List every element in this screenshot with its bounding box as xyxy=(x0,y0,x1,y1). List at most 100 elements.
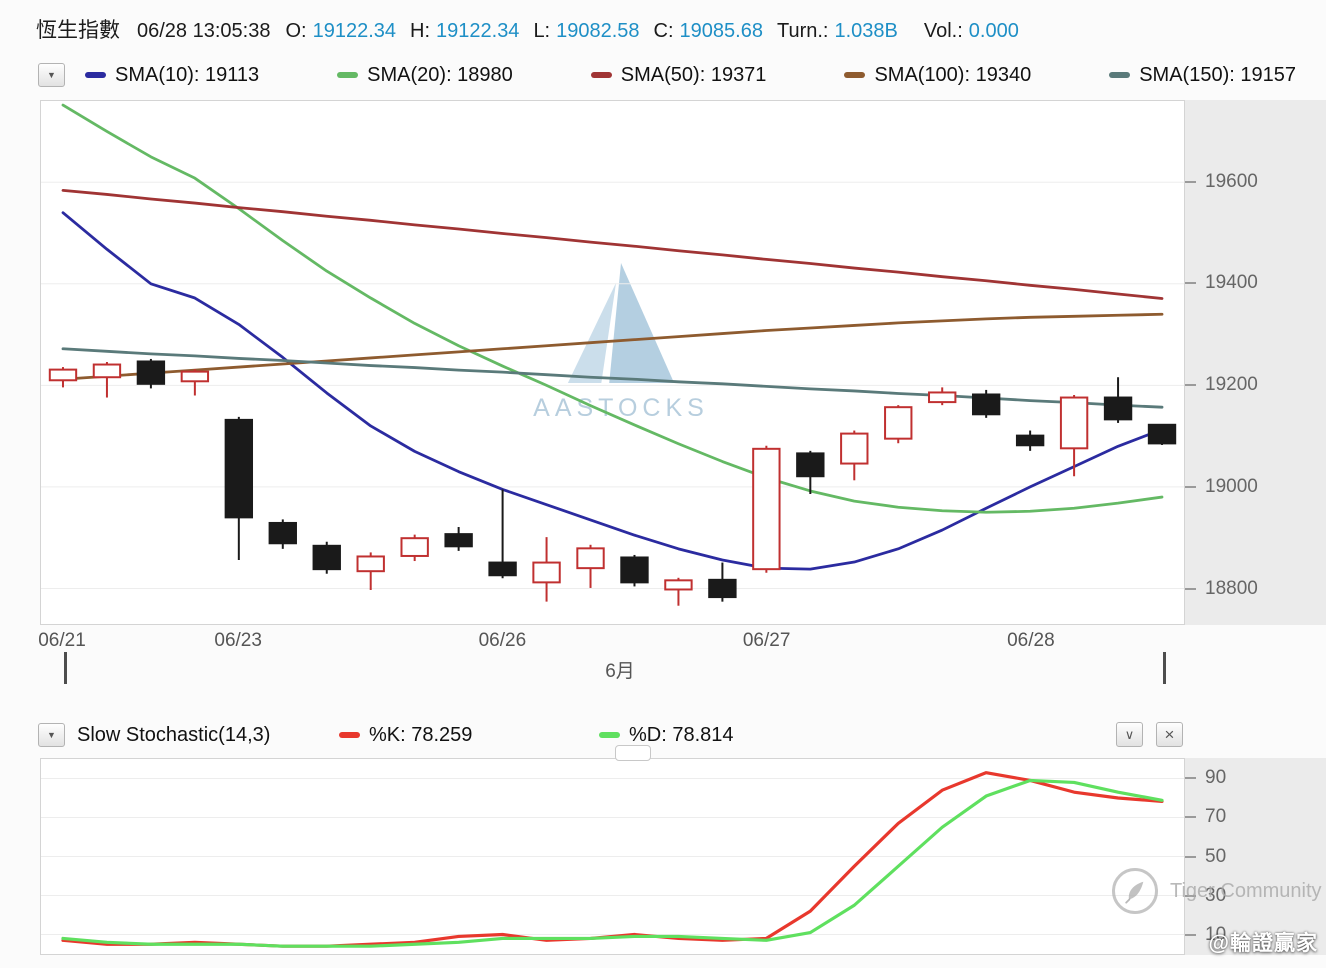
tick-mark xyxy=(1185,282,1196,285)
tick-mark xyxy=(1185,588,1196,591)
tick-mark xyxy=(1185,776,1196,779)
legend-sma-50: SMA(50): 19371 xyxy=(590,63,767,87)
y-axis-label: 19000 xyxy=(1185,476,1258,498)
dropdown-arrow-icon: ▼ xyxy=(47,729,56,740)
y-axis-label: 10 xyxy=(1185,924,1226,946)
tick-mark xyxy=(1185,894,1196,897)
sma-legend-items: SMA(10): 19113 SMA(20): 18980 SMA(50): 1… xyxy=(85,64,1296,87)
tick-mark xyxy=(1185,180,1196,183)
sma-20-label: SMA(20): 18980 xyxy=(367,63,513,86)
quote-field-open: O: 19122.34 xyxy=(285,20,396,43)
tick-value: 19400 xyxy=(1205,272,1258,294)
volume-value: 0.000 xyxy=(968,20,1019,42)
stochastic-chart-panel[interactable] xyxy=(40,758,1185,955)
low-label: L: xyxy=(533,20,551,42)
x-axis-label: 06/27 xyxy=(742,630,791,651)
legend-sma-100: SMA(100): 19340 xyxy=(844,64,1031,87)
sma-10-label: SMA(10): 19113 xyxy=(115,63,260,86)
tick-value: 90 xyxy=(1205,766,1227,788)
tick-value: 19200 xyxy=(1205,374,1258,396)
tick-value: 18800 xyxy=(1205,578,1258,600)
open-label: O: xyxy=(285,20,307,42)
high-value: 19122.34 xyxy=(436,20,520,42)
low-value: 19082.58 xyxy=(556,20,640,42)
range-slider-right-handle[interactable] xyxy=(1163,652,1166,684)
y-axis-label: 19200 xyxy=(1185,374,1258,396)
k-color-swatch xyxy=(339,732,360,738)
month-label: 6月 xyxy=(605,661,635,682)
y-axis-label: 50 xyxy=(1185,846,1226,868)
y-axis-label: 18800 xyxy=(1185,578,1258,600)
sma-10-color-swatch xyxy=(85,72,106,78)
index-name: 恆生指數 xyxy=(36,19,120,42)
main-x-axis: 06/21 06/23 06/26 06/27 06/28 xyxy=(0,630,1326,654)
x-axis-label: 06/26 xyxy=(478,630,527,651)
stochastic-chart[interactable] xyxy=(41,759,1184,954)
d-label: %D: 78.814 xyxy=(629,723,734,746)
tick-value: 50 xyxy=(1205,845,1227,867)
tick-mark xyxy=(1185,934,1196,937)
turnover-label: Turn.: xyxy=(776,20,829,42)
main-chart-panel[interactable]: AASTOCKS xyxy=(40,100,1185,625)
y-axis-label: 19600 xyxy=(1185,171,1258,193)
tick-mark xyxy=(1185,486,1196,489)
quote-field-close: C: 19085.68 xyxy=(654,20,763,43)
k-label: %K: 78.259 xyxy=(369,723,473,746)
stoch-y-axis: 90 70 50 30 10 xyxy=(1185,758,1326,955)
close-value: 19085.68 xyxy=(679,20,763,42)
stoch-k-legend: %K: 78.259 xyxy=(339,724,599,747)
sma-20-color-swatch xyxy=(337,72,359,78)
stochastic-dropdown-button[interactable]: ▼ xyxy=(38,723,65,747)
main-indicator-dropdown-button[interactable]: ▼ xyxy=(38,63,65,87)
y-axis-label: 90 xyxy=(1185,767,1226,789)
range-slider-left-handle[interactable] xyxy=(64,652,67,684)
tick-value: 19000 xyxy=(1205,476,1258,498)
turnover-value: 1.038B xyxy=(834,20,898,42)
high-label: H: xyxy=(410,20,431,42)
dropdown-arrow-icon: ▼ xyxy=(47,69,56,80)
sma-50-label: SMA(50): 19371 xyxy=(620,63,767,86)
sma-150-label: SMA(150): 19157 xyxy=(1139,63,1296,86)
quote-field-volume: Vol.: 0.000 xyxy=(924,20,1019,43)
quote-field-high: H: 19122.34 xyxy=(410,20,519,43)
y-axis-label: 19400 xyxy=(1185,272,1258,294)
candlestick-chart[interactable] xyxy=(41,101,1184,624)
sma-100-label: SMA(100): 19340 xyxy=(874,63,1032,86)
main-chart-legend: ▼ SMA(10): 19113 SMA(20): 18980 SMA(50):… xyxy=(38,61,1296,89)
quote-field-low: L: 19082.58 xyxy=(533,20,639,43)
quote-header: 恆生指數 06/28 13:05:38 O: 19122.34 H: 19122.3… xyxy=(36,14,1033,44)
y-axis-label: 30 xyxy=(1185,885,1226,907)
sma-100-color-swatch xyxy=(844,72,866,78)
stochastic-panel-buttons: ∨ × xyxy=(1116,722,1183,747)
main-y-axis: 19600 19400 19200 19000 18800 xyxy=(1185,100,1326,625)
volume-label: Vol.: xyxy=(923,20,963,42)
collapse-panel-button[interactable]: ∨ xyxy=(1116,722,1143,747)
legend-sma-20: SMA(20): 18980 xyxy=(337,64,513,87)
stochastic-title: Slow Stochastic(14,3) xyxy=(77,723,271,746)
stoch-d-legend: %D: 78.814 xyxy=(599,724,734,747)
tick-mark xyxy=(1185,816,1196,819)
panel-divider-handle[interactable] xyxy=(615,745,651,761)
d-color-swatch xyxy=(599,732,620,738)
close-label: C: xyxy=(653,20,674,42)
quote-datetime: 06/28 13:05:38 xyxy=(137,20,271,42)
x-axis-label: 06/23 xyxy=(214,630,262,651)
x-axis-label: 06/28 xyxy=(1007,630,1055,651)
sma-50-color-swatch xyxy=(590,72,612,78)
tick-mark xyxy=(1185,855,1196,858)
y-axis-label: 70 xyxy=(1185,806,1226,828)
open-value: 19122.34 xyxy=(312,20,397,42)
quote-field-turnover: Turn.: 1.038B xyxy=(777,20,898,43)
tick-value: 10 xyxy=(1205,924,1227,946)
tick-value: 70 xyxy=(1205,806,1227,828)
close-panel-button[interactable]: × xyxy=(1156,722,1183,747)
legend-sma-150: SMA(150): 19157 xyxy=(1109,64,1296,87)
close-icon: × xyxy=(1164,725,1175,744)
tick-value: 30 xyxy=(1205,884,1227,906)
x-axis-label: 06/21 xyxy=(38,630,86,651)
chevron-down-icon: ∨ xyxy=(1124,727,1135,742)
tick-value: 19600 xyxy=(1205,170,1258,192)
stochastic-legend: ▼ Slow Stochastic(14,3) %K: 78.259 %D: 7… xyxy=(38,721,734,749)
sma-150-color-swatch xyxy=(1109,72,1131,78)
